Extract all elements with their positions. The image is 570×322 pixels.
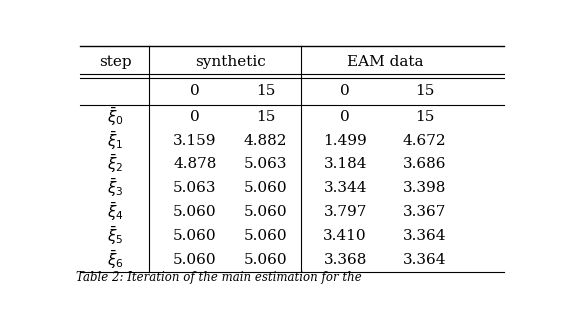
Text: 5.060: 5.060 — [244, 181, 287, 195]
Text: 3.367: 3.367 — [403, 205, 446, 219]
Text: 4.882: 4.882 — [244, 134, 287, 147]
Text: 5.063: 5.063 — [173, 181, 217, 195]
Text: 5.060: 5.060 — [244, 205, 287, 219]
Text: 5.060: 5.060 — [244, 253, 287, 267]
Text: 3.364: 3.364 — [403, 253, 446, 267]
Text: 15: 15 — [415, 84, 434, 98]
Text: 1.499: 1.499 — [323, 134, 367, 147]
Text: Table 2: Iteration of the main estimation for the: Table 2: Iteration of the main estimatio… — [76, 271, 361, 284]
Text: $\bar{\xi}_2$: $\bar{\xi}_2$ — [107, 153, 124, 175]
Text: 5.060: 5.060 — [244, 229, 287, 243]
Text: 3.797: 3.797 — [323, 205, 367, 219]
Text: 15: 15 — [256, 110, 275, 124]
Text: 15: 15 — [415, 110, 434, 124]
Text: 3.344: 3.344 — [323, 181, 367, 195]
Text: $\bar{\xi}_5$: $\bar{\xi}_5$ — [107, 225, 124, 247]
Text: $\bar{\xi}_4$: $\bar{\xi}_4$ — [107, 201, 124, 223]
Text: 3.398: 3.398 — [403, 181, 446, 195]
Text: 3.184: 3.184 — [323, 157, 367, 171]
Text: $\bar{\xi}_0$: $\bar{\xi}_0$ — [107, 106, 124, 128]
Text: 3.159: 3.159 — [173, 134, 217, 147]
Text: 5.060: 5.060 — [173, 253, 217, 267]
Text: synthetic: synthetic — [195, 55, 266, 69]
Text: 0: 0 — [340, 110, 350, 124]
Text: EAM data: EAM data — [347, 55, 423, 69]
Text: 15: 15 — [256, 84, 275, 98]
Text: 5.063: 5.063 — [244, 157, 287, 171]
Text: 4.878: 4.878 — [173, 157, 217, 171]
Text: 0: 0 — [190, 84, 200, 98]
Text: $\bar{\xi}_6$: $\bar{\xi}_6$ — [107, 249, 124, 271]
Text: 4.672: 4.672 — [403, 134, 446, 147]
Text: 3.686: 3.686 — [403, 157, 446, 171]
Text: 5.060: 5.060 — [173, 205, 217, 219]
Text: $\bar{\xi}_1$: $\bar{\xi}_1$ — [107, 129, 124, 152]
Text: step: step — [99, 55, 132, 69]
Text: 3.410: 3.410 — [323, 229, 367, 243]
Text: 3.364: 3.364 — [403, 229, 446, 243]
Text: $\bar{\xi}_3$: $\bar{\xi}_3$ — [107, 177, 124, 199]
Text: 3.368: 3.368 — [323, 253, 367, 267]
Text: 5.060: 5.060 — [173, 229, 217, 243]
Text: 0: 0 — [190, 110, 200, 124]
Text: 0: 0 — [340, 84, 350, 98]
